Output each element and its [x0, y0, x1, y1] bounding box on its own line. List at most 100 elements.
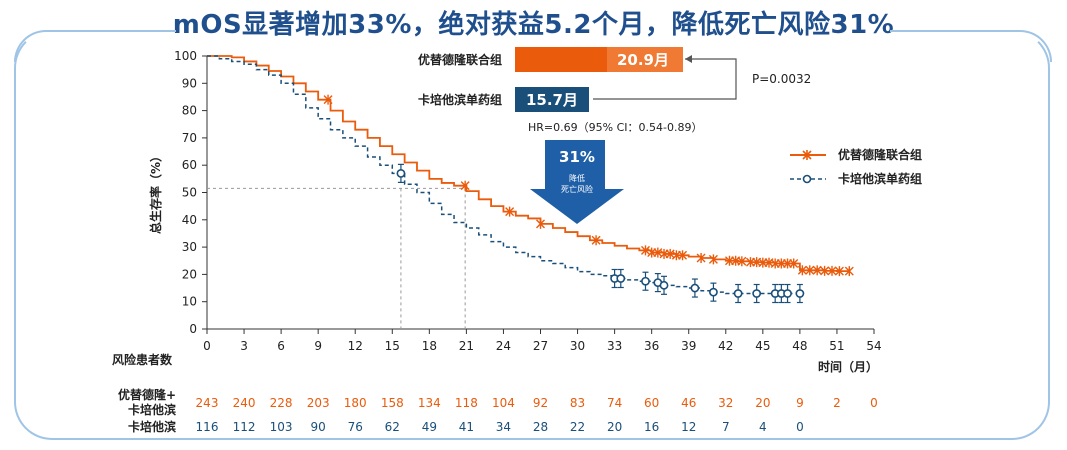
- combo-censor-mark: [820, 265, 830, 276]
- x-tick-label: 9: [314, 339, 322, 353]
- risk-value-combo: 243: [196, 396, 219, 410]
- x-tick-label: 15: [385, 339, 400, 353]
- risk-value-combo: 180: [344, 396, 367, 410]
- risk-value-combo: 203: [307, 396, 330, 410]
- combo-censor-mark: [678, 250, 688, 261]
- risk-value-mono: 28: [533, 420, 548, 434]
- risk-row-label: 优替德隆+: [118, 387, 176, 402]
- arrow-body: [545, 140, 605, 190]
- x-tick-label: 3: [240, 339, 248, 353]
- y-tick-label: 0: [189, 322, 197, 336]
- legend-marker-mono: [802, 174, 812, 184]
- x-tick-label: 21: [459, 339, 474, 353]
- x-tick-label: 36: [644, 339, 659, 353]
- risk-value-mono: 76: [348, 420, 363, 434]
- mono-median-bar: [515, 87, 589, 112]
- mono-censor-circle: [795, 289, 805, 298]
- legend: 优替德隆联合组 卡培他滨单药组: [790, 147, 922, 186]
- combo-censor-mark: [834, 266, 844, 277]
- mono-censor-circle: [396, 168, 406, 178]
- y-tick-label: 50: [182, 186, 197, 200]
- mono-curve: [207, 55, 800, 295]
- mono-censor-mark: [776, 283, 786, 304]
- y-tick-label: 10: [182, 295, 197, 309]
- risk-value-combo: 92: [533, 396, 548, 410]
- combo-median-value: 20.9月: [617, 51, 669, 69]
- x-tick-label: 0: [203, 339, 211, 353]
- combo-censor-mark: [536, 218, 545, 229]
- combo-censor-mark: [460, 180, 470, 191]
- mono-censor-circle: [690, 283, 700, 293]
- risk-value-mono: 90: [311, 420, 326, 434]
- combo-group-label: 优替德隆联合组: [418, 52, 502, 67]
- risk-value-mono: 103: [270, 420, 293, 434]
- combo-censor-mark: [812, 265, 822, 276]
- risk-value-mono: 41: [459, 420, 474, 434]
- risk-value-combo: 74: [607, 396, 622, 410]
- risk-value-mono: 62: [385, 420, 400, 434]
- mono-censor-circle: [616, 274, 626, 283]
- legend-label-combo: 优替德隆联合组: [838, 147, 922, 162]
- risk-value-mono: 22: [570, 420, 585, 434]
- risk-value-combo: 20: [755, 396, 770, 410]
- y-tick-label: 70: [182, 131, 197, 145]
- combo-censor-mark: [844, 266, 854, 277]
- y-tick-label: 20: [182, 267, 197, 281]
- risk-value-mono: 34: [496, 420, 511, 434]
- x-tick-label: 30: [570, 339, 585, 353]
- risk-value-mono: 49: [422, 420, 437, 434]
- risk-value-mono: 116: [196, 420, 219, 434]
- risk-value-mono: 16: [644, 420, 659, 434]
- mono-censor-mark: [733, 283, 743, 304]
- hr-text: HR=0.69（95% CI：0.54-0.89）: [528, 121, 702, 134]
- combo-censor-mark: [805, 265, 815, 276]
- risk-value-combo: 240: [233, 396, 256, 410]
- combo-censor-mark: [827, 265, 837, 276]
- arrow-text-1: 降低: [569, 173, 585, 183]
- mono-censor-mark: [616, 268, 626, 289]
- risk-value-combo: 32: [718, 396, 733, 410]
- risk-value-combo: 9: [796, 396, 804, 410]
- mono-censor-mark: [709, 282, 718, 302]
- x-tick-label: 45: [755, 339, 770, 353]
- x-tick-label: 24: [496, 339, 511, 353]
- y-axis-label: 总生存率（%）: [148, 150, 163, 234]
- mono-group-label: 卡培他滨单药组: [418, 92, 502, 107]
- combo-censor-mark: [591, 235, 601, 246]
- combo-censor-mark: [737, 256, 747, 267]
- risk-value-mono: 20: [607, 420, 622, 434]
- x-tick-label: 33: [607, 339, 622, 353]
- y-tick-label: 30: [182, 240, 197, 254]
- risk-value-mono: 12: [681, 420, 696, 434]
- combo-censor-mark: [505, 206, 515, 217]
- p-bracket-arrowhead: [685, 55, 692, 63]
- combo-censor-mark: [696, 253, 706, 264]
- mono-censor-mark: [690, 278, 700, 298]
- mono-censor-mark: [641, 271, 650, 291]
- frame-border: [14, 30, 1050, 440]
- survival-curves: [207, 55, 854, 304]
- x-tick-label: 54: [866, 339, 881, 353]
- axes: 0 3 6 9 12 15 18 21 24 27 30 33 36 39 42 45 48 51 54010203…: [148, 49, 882, 374]
- combo-censor-mark: [797, 265, 807, 276]
- legend-label-mono: 卡培他滨单药组: [838, 171, 922, 186]
- x-tick-label: 51: [829, 339, 844, 353]
- combo-censor-mark: [323, 94, 333, 105]
- p-value: P=0.0032: [752, 72, 811, 86]
- mono-censor-circle: [752, 289, 762, 298]
- mono-censor-mark: [610, 268, 620, 289]
- mono-censor-mark: [783, 283, 792, 304]
- mono-censor-circle: [709, 287, 718, 297]
- risk-row-label: 卡培他滨: [128, 402, 176, 417]
- median-guides: [207, 187, 466, 329]
- risk-value-combo: 0: [870, 396, 878, 410]
- risk-value-combo: 60: [644, 396, 659, 410]
- combo-median-bar-shade: [607, 47, 683, 72]
- risk-value-combo: 134: [418, 396, 441, 410]
- risk-value-combo: 118: [455, 396, 478, 410]
- annotations: 20.9月 优替德隆联合组 15.7月 卡培他滨单药组 P=0.0032 HR=…: [418, 47, 811, 224]
- x-tick-label: 6: [277, 339, 285, 353]
- mono-censor-mark: [752, 283, 762, 304]
